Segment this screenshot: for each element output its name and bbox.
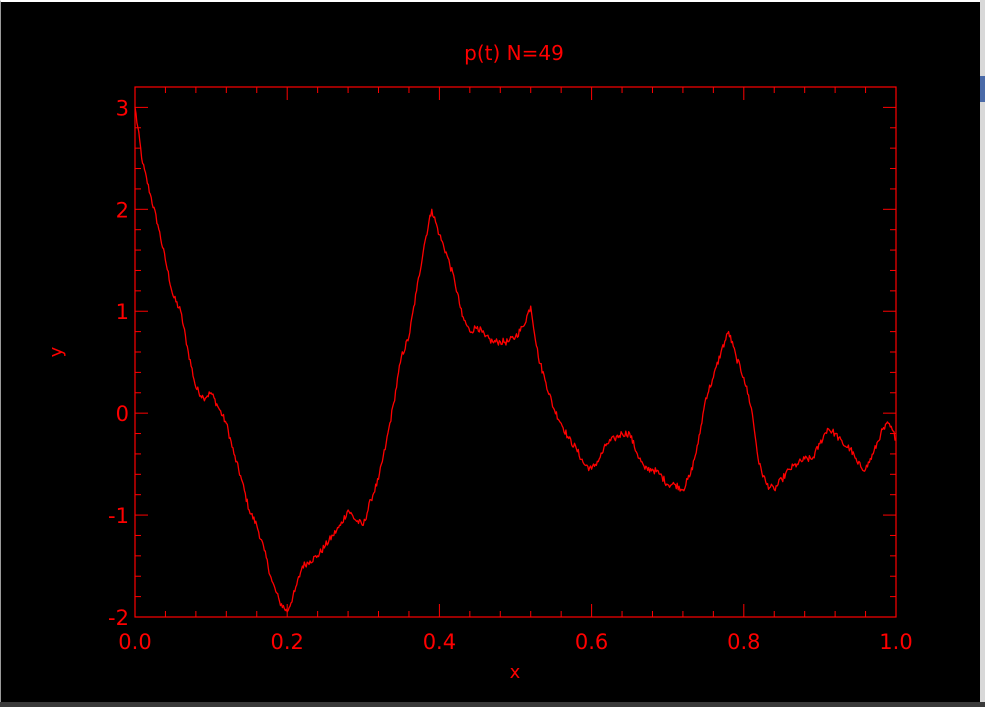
- series-group: [134, 107, 897, 613]
- x-tick-labels: 0.0 0.2 0.4 0.6 0.8 1.0: [118, 630, 912, 654]
- x-tick-label: 0.0: [118, 630, 151, 654]
- y-tick-label: 1: [116, 300, 129, 324]
- chart-title: p(t) N=49: [464, 41, 564, 65]
- x-tick-label: 0.4: [423, 630, 456, 654]
- x-tick-label: 0.8: [727, 630, 760, 654]
- background-window-titlebar: [980, 76, 985, 102]
- axes-frame: [134, 86, 897, 618]
- x-axis: [134, 87, 897, 617]
- y-tick-label: 0: [116, 402, 129, 426]
- y-tick-label: -1: [108, 504, 129, 528]
- y-tick-label: 3: [116, 96, 129, 120]
- y-tick-label: 2: [116, 198, 129, 222]
- x-axis-label: x: [510, 662, 521, 683]
- y-axis: [135, 86, 896, 618]
- y-axis-label: y: [46, 346, 67, 357]
- series-line: [134, 107, 897, 613]
- x-tick-label: 0.6: [575, 630, 608, 654]
- x-tick-label: 1.0: [879, 630, 912, 654]
- y-tick-labels: -2 -1 0 1 2 3: [108, 96, 129, 630]
- x-tick-label: 0.2: [270, 630, 303, 654]
- window-bottom-edge: [0, 702, 985, 707]
- background-window-edge: [980, 0, 985, 707]
- y-tick-label: -2: [108, 606, 129, 630]
